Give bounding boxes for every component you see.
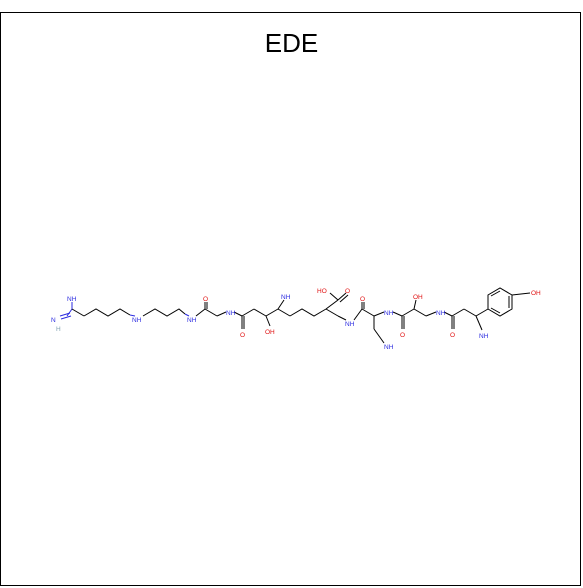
label-ho-acid: HO	[317, 288, 327, 295]
label-nh-1: NH	[132, 317, 142, 324]
amidine-group	[59, 302, 85, 320]
label-oh-phenol: OH	[531, 290, 541, 297]
label-o-3: O	[360, 296, 365, 303]
label-h-imine: H	[56, 326, 61, 333]
label-nh2-amidine: NH	[67, 296, 77, 303]
phenyl-ring	[487, 287, 513, 317]
label-o-4: O	[400, 332, 405, 339]
label-nh2-1: NH	[281, 294, 291, 301]
label-nh-4: NH	[345, 321, 355, 328]
label-nh2-3: NH	[479, 333, 489, 340]
molecule-title: EDE	[264, 28, 319, 58]
label-oh-2: OH	[413, 294, 423, 301]
label-o-5: O	[450, 332, 455, 339]
label-nh-6: NH	[436, 310, 446, 317]
label-oh-1: OH	[265, 329, 275, 336]
label-nh-2: NH	[187, 317, 197, 324]
label-nh2-2: NH	[384, 344, 394, 351]
chain-segment-1	[83, 308, 131, 317]
label-n-imine: N	[51, 317, 56, 324]
chain-segment-2	[142, 308, 186, 317]
label-nh-3: NH	[226, 310, 236, 317]
label-o-1: O	[203, 296, 208, 303]
label-o-2: O	[240, 332, 245, 339]
figure-frame	[0, 12, 581, 586]
label-nh-5: NH	[384, 310, 394, 317]
label-o-acid: O	[345, 288, 350, 295]
